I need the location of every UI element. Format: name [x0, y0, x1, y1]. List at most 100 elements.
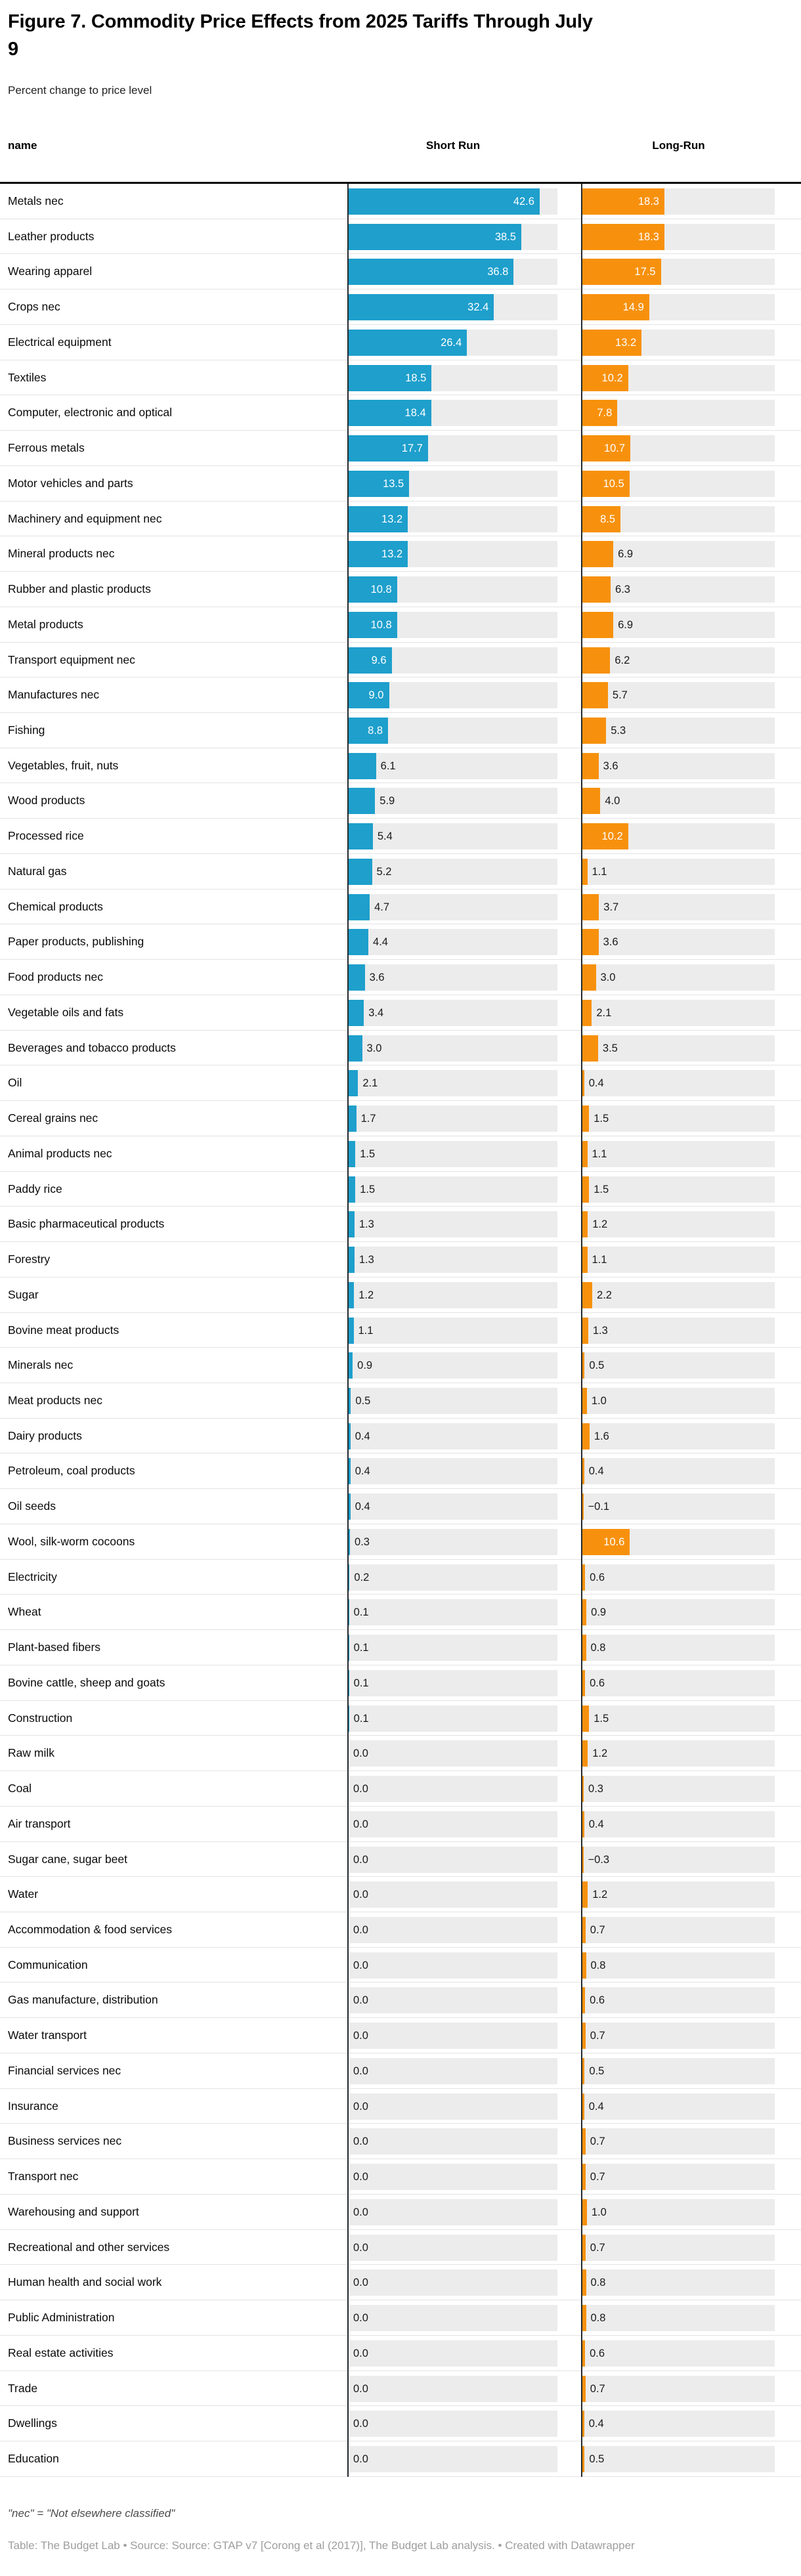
long-run-bar-track: −0.1 [582, 1493, 775, 1520]
long-run-bar [582, 1564, 586, 1591]
long-run-value-label: 0.9 [591, 1606, 607, 1619]
row-label: Beverages and tobacco products [8, 1041, 176, 1054]
long-run-bar [582, 1987, 586, 2014]
long-run-bar-track: 0.5 [582, 2446, 775, 2472]
long-run-bar-track: 1.2 [582, 1740, 775, 1767]
table-row: Dwellings 0.0 0.4 [0, 2406, 801, 2441]
short-run-value-label: 36.8 [487, 266, 509, 278]
short-run-value-label: 0.0 [353, 2382, 368, 2395]
long-run-value-label: 3.7 [603, 901, 619, 913]
long-run-bar-track: 3.5 [582, 1035, 775, 1062]
row-label: Transport equipment nec [8, 653, 135, 666]
long-run-bar [582, 893, 599, 920]
short-run-bar-track: 0.4 [349, 1423, 557, 1449]
long-run-bar-track: 18.3 [582, 188, 775, 215]
table-row: Water 0.0 1.2 [0, 1877, 801, 1912]
short-run-bar-track: 10.8 [349, 576, 557, 603]
table-row: Bovine cattle, sheep and goats 0.1 0.6 [0, 1665, 801, 1701]
long-run-value-label: 18.3 [638, 230, 659, 243]
row-label: Real estate activities [8, 2346, 114, 2359]
short-run-value-label: 13.2 [381, 548, 403, 561]
short-run-bar-track: 0.1 [349, 1635, 557, 1662]
short-run-value-label: 0.0 [353, 1818, 368, 1830]
long-run-bar [582, 188, 664, 215]
short-run-value-label: 0.0 [353, 1923, 368, 1936]
table-row: Trade 0.0 0.7 [0, 2371, 801, 2407]
short-run-bar [349, 259, 514, 286]
short-run-bar-track: 0.0 [349, 2093, 557, 2120]
table-row: Paddy rice 1.5 1.5 [0, 1172, 801, 1207]
long-run-bar [582, 2057, 585, 2084]
long-run-bar [582, 2375, 586, 2402]
long-run-bar-track: 1.5 [582, 1106, 775, 1132]
long-run-bar [582, 1281, 592, 1308]
row-label: Computer, electronic and optical [8, 406, 172, 419]
short-run-value-label: 0.0 [353, 2136, 368, 2148]
long-run-value-label: 5.3 [611, 725, 626, 737]
short-run-bar-track: 32.4 [349, 294, 557, 321]
long-run-bar-track: 0.3 [582, 1776, 775, 1803]
long-run-bar-track: 0.7 [582, 2164, 775, 2191]
short-run-bar [349, 1106, 357, 1132]
long-run-value-label: 1.5 [594, 1712, 609, 1725]
short-run-bar-track: 3.6 [349, 964, 557, 991]
short-run-value-label: 0.1 [353, 1677, 369, 1689]
long-run-bar [582, 1881, 588, 1908]
row-label: Recreational and other services [8, 2240, 170, 2254]
long-run-bar [582, 1776, 584, 1803]
row-label: Education [8, 2452, 59, 2465]
long-run-bar [582, 647, 611, 674]
short-run-value-label: 1.1 [358, 1324, 374, 1337]
short-run-bar [349, 647, 392, 674]
long-run-value-label: 10.5 [603, 477, 624, 490]
long-run-value-label: 0.7 [590, 2171, 605, 2183]
row-label: Human health and social work [8, 2275, 162, 2289]
long-run-bar [582, 718, 607, 744]
short-run-bar-track: 36.8 [349, 259, 557, 286]
long-run-value-label: 0.6 [590, 1677, 605, 1689]
short-run-value-label: 0.0 [353, 2347, 368, 2359]
short-run-bar-track: 2.1 [349, 1070, 557, 1097]
long-run-bar-track: 4.0 [582, 788, 775, 815]
short-run-bar-track: 13.2 [349, 541, 557, 568]
short-run-bar-track: 0.0 [349, 2305, 557, 2332]
short-run-bar [349, 893, 370, 920]
long-run-axis-line [581, 184, 582, 2477]
row-label: Forestry [8, 1253, 51, 1266]
row-label: Communication [8, 1958, 88, 1971]
row-label: Water [8, 1887, 39, 1901]
long-run-value-label: 0.7 [590, 1923, 605, 1936]
long-run-bar-track: 0.7 [582, 2023, 775, 2050]
long-run-bar [582, 1916, 586, 1943]
long-run-bar [582, 929, 599, 956]
short-run-bar-track: 0.5 [349, 1387, 557, 1414]
row-label: Mineral products nec [8, 547, 115, 561]
long-run-bar-track: 1.6 [582, 1423, 775, 1449]
table-row: Insurance 0.0 0.4 [0, 2089, 801, 2124]
long-run-bar-track: 1.1 [582, 1247, 775, 1274]
short-run-value-label: 3.0 [366, 1042, 382, 1054]
long-run-bar [582, 223, 664, 250]
table-row: Transport nec 0.0 0.7 [0, 2159, 801, 2195]
short-run-value-label: 2.1 [362, 1077, 378, 1090]
column-header-name: name [8, 139, 37, 152]
table-row: Business services nec 0.0 0.7 [0, 2124, 801, 2160]
short-run-value-label: 1.7 [360, 1113, 376, 1125]
short-run-bar-track: 9.0 [349, 682, 557, 709]
short-run-bar [349, 788, 376, 815]
long-run-value-label: 1.0 [591, 2206, 607, 2218]
short-run-bar [349, 1528, 350, 1555]
short-run-bar [349, 1211, 355, 1238]
table-row: Real estate activities 0.0 0.6 [0, 2336, 801, 2371]
row-label: Electricity [8, 1570, 57, 1583]
long-run-bar [582, 1423, 590, 1449]
short-run-value-label: 0.0 [353, 2453, 368, 2465]
short-run-bar-track: 0.0 [349, 1881, 557, 1908]
long-run-value-label: 1.1 [592, 865, 607, 878]
short-run-bar [349, 1281, 355, 1308]
long-run-bar [582, 2411, 584, 2437]
chart-subtitle: Percent change to price level [8, 84, 152, 97]
table-row: Accommodation & food services 0.0 0.7 [0, 1912, 801, 1948]
short-run-bar-track: 0.0 [349, 2411, 557, 2437]
